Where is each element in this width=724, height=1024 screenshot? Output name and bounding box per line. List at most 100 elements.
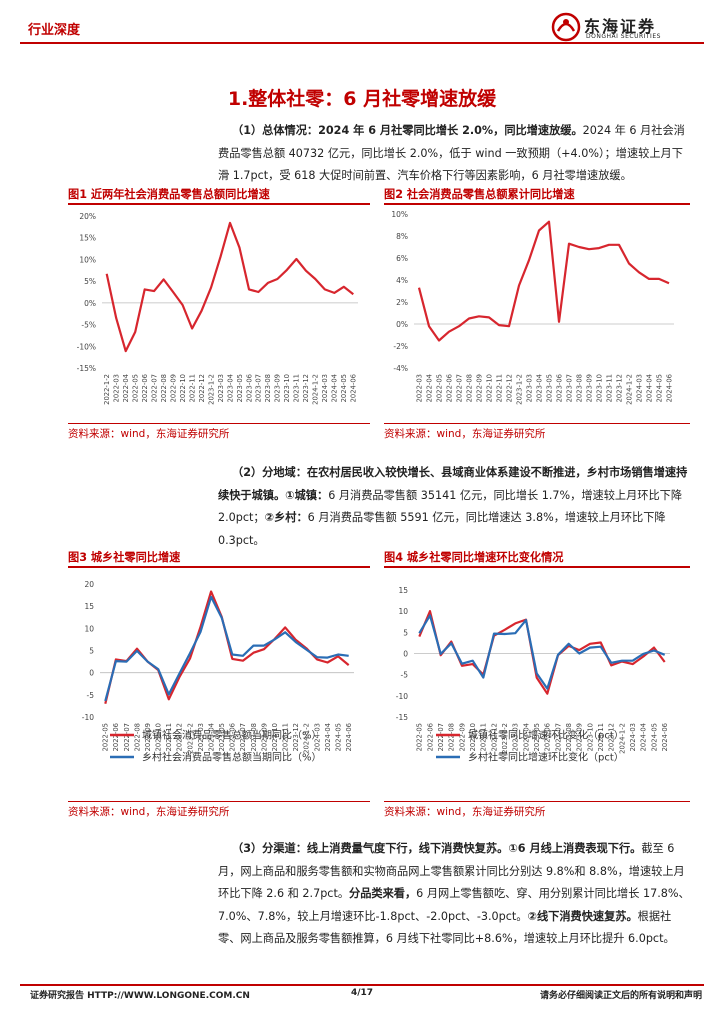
x-tick-label: 2023-11 — [597, 723, 605, 751]
fig1-source-rule — [68, 423, 370, 424]
x-tick-label: 2022-12 — [176, 723, 184, 751]
para2-rural-label: ②乡村： — [264, 511, 308, 525]
x-tick-label: 2022-12 — [198, 374, 206, 402]
x-tick-label: 2022-03 — [113, 374, 121, 402]
footer-rule — [20, 984, 704, 986]
x-tick-label: 2022-09 — [475, 374, 483, 402]
x-tick-label: 2022-08 — [160, 374, 168, 402]
x-tick-label: 2023-05 — [533, 723, 541, 751]
x-tick-label: 2023-06 — [229, 723, 237, 751]
y-tick-label: -10% — [77, 342, 96, 351]
fig4-source: 资料来源：wind，东海证券研究所 — [384, 806, 546, 818]
para1-lead: （1）总体情况： — [232, 124, 319, 137]
y-tick-label: 10% — [391, 210, 408, 219]
x-tick-label: 2024-06 — [345, 723, 353, 751]
x-tick-label: 2022-04 — [122, 374, 130, 402]
x-tick-label: 2023-09 — [274, 374, 282, 402]
para3-online-label: ①6 月线上消费表现下行。 — [508, 842, 642, 855]
header-rule — [20, 42, 704, 44]
y-tick-label: -10 — [82, 713, 94, 722]
fig2-chart: 10% 8% 6% 4% 2% 0% -2% -4% 2022-03 2022-04 2022-05… — [391, 210, 674, 405]
x-tick-label: 2024-1-2 — [618, 723, 626, 754]
series-line — [417, 220, 670, 342]
y-tick-label: -10 — [396, 692, 408, 701]
fig3-source: 资料来源：wind，东海证券研究所 — [68, 806, 230, 818]
y-tick-label: 0% — [396, 320, 408, 329]
fig1-source: 资料来源：wind，东海证券研究所 — [68, 428, 230, 440]
x-tick-label: 2023-09 — [260, 723, 268, 751]
y-tick-label: 10% — [79, 255, 96, 264]
x-tick-label: 2023-03 — [217, 374, 225, 402]
x-tick-label: 2023-08 — [575, 374, 583, 402]
footer-left: 证券研究报告 HTTP://WWW.LONGONE.COM.CN — [30, 991, 250, 1001]
para2-rural-text: 6 月消费品零售额 5591 亿元，同比增速达 3.8%，增速较上月环比下降 0… — [218, 511, 666, 547]
x-tick-label: 2024-05 — [655, 374, 663, 402]
fig3-title-rule — [68, 566, 370, 568]
x-tick-label: 2022-03 — [415, 374, 423, 402]
para2-urban-text: 6 月消费品零售额 35141 亿元，同比增长 1.7%，增速较上月环比下降 2… — [218, 488, 683, 525]
para2-urban-label: ①城镇： — [285, 488, 329, 502]
x-tick-label: 2024-03 — [321, 374, 329, 402]
fig4-title-rule — [384, 566, 690, 568]
x-tick-label: 2022-08 — [465, 374, 473, 402]
x-tick-label: 2022-06 — [112, 723, 120, 751]
x-tick-label: 2022-07 — [123, 723, 131, 751]
x-tick-label: 2023-03 — [512, 723, 520, 751]
x-tick-label: 2022-12 — [505, 374, 513, 402]
x-tick-label: 2022-07 — [150, 374, 158, 402]
series-line — [418, 614, 666, 690]
legend-label: 城镇社会消费品零售总额当期同比（%） — [142, 729, 322, 742]
fig3-title: 图3 城乡社零同比增速 — [68, 551, 181, 564]
x-tick-label: 2023-03 — [197, 723, 205, 751]
x-tick-label: 2022-10 — [155, 723, 163, 751]
footer-disclaimer: 请务必仔细阅读正文后的所有说明和声明 — [539, 991, 702, 1001]
x-tick-label: 2024-04 — [324, 723, 332, 751]
x-tick-label: 2023-07 — [255, 374, 263, 402]
series-line — [105, 221, 354, 353]
x-tick-label: 2022-12 — [490, 723, 498, 751]
industry-label: 行业深度 — [28, 23, 81, 38]
y-tick-label: 5 — [89, 647, 94, 656]
y-tick-label: 2% — [396, 298, 408, 307]
x-tick-label: 2023-06 — [544, 723, 552, 751]
x-tick-label: 2023-12 — [302, 374, 310, 402]
logo-text-en: DONGHAI SECURITIES — [586, 33, 661, 40]
y-tick-label: -15 — [396, 713, 408, 722]
x-tick-label: 2022-11 — [188, 374, 196, 402]
x-tick-label: 2023-10 — [283, 374, 291, 402]
para3-highlight: 线上消费量气度下行，线下消费快复苏。 — [306, 842, 509, 855]
x-tick-label: 2022-10 — [179, 374, 187, 402]
y-tick-label: 15% — [79, 234, 96, 243]
x-tick-label: 2022-06 — [141, 374, 149, 402]
x-tick-label: 2023-06 — [555, 374, 563, 402]
x-tick-label: 2023-06 — [245, 374, 253, 402]
x-tick-label: 2023-1-2 — [501, 723, 509, 754]
y-tick-label: -15% — [77, 364, 96, 373]
x-tick-label: 2022-05 — [435, 374, 443, 402]
x-tick-label: 2023-11 — [293, 374, 301, 402]
y-tick-label: 15 — [84, 602, 94, 611]
x-tick-label: 2022-1-2 — [103, 374, 111, 405]
x-tick-label: 2023-04 — [226, 374, 234, 402]
x-tick-label: 2024-04 — [331, 374, 339, 402]
x-tick-label: 2023-10 — [586, 723, 594, 751]
x-tick-label: 2024-1-2 — [312, 374, 320, 405]
fig2-source-rule — [384, 423, 690, 424]
x-tick-label: 2024-03 — [635, 374, 643, 402]
fig1-title-rule — [68, 203, 370, 205]
fig2-source: 资料来源：wind，东海证券研究所 — [384, 428, 546, 440]
x-tick-label: 2022-11 — [495, 374, 503, 402]
x-tick-label: 2023-04 — [535, 374, 543, 402]
x-tick-label: 2023-04 — [207, 723, 215, 751]
x-tick-label: 2022-11 — [480, 723, 488, 751]
x-tick-label: 2023-08 — [264, 374, 272, 402]
x-tick-label: 2024-1-2 — [625, 374, 633, 405]
x-tick-label: 2022-07 — [437, 723, 445, 751]
x-tick-label: 2022-07 — [455, 374, 463, 402]
y-tick-label: 5 — [403, 628, 408, 637]
section-title: 1.整体社零：6 月社零增速放缓 — [227, 88, 497, 110]
x-tick-label: 2022-08 — [133, 723, 141, 751]
para3-offline-text: 根据社零、网上商品及服务零售额推算，6 月线下社零同比+8.6%，增速较上月环比… — [218, 909, 675, 946]
